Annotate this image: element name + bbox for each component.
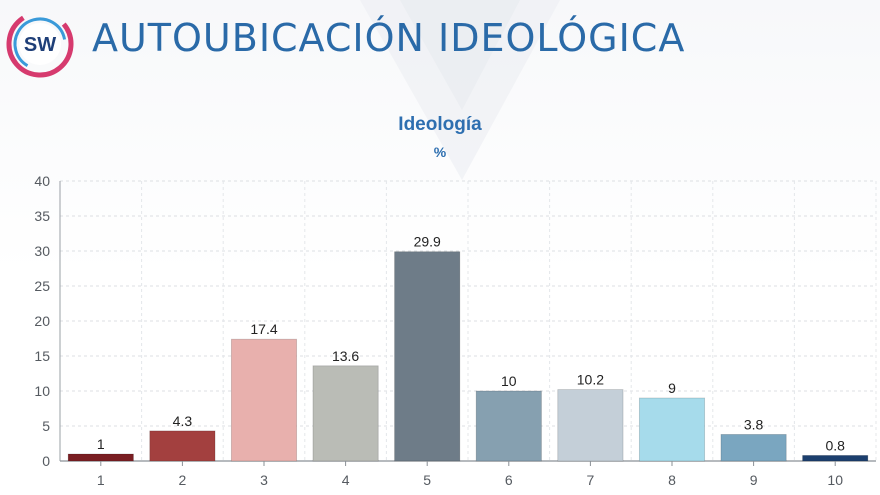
bar bbox=[394, 251, 461, 462]
data-label: 10 bbox=[501, 373, 517, 389]
logo-text: SW bbox=[24, 34, 56, 56]
page-title: AUTOUBICACIÓN IDEOLÓGICA bbox=[92, 16, 686, 60]
x-tick-label: 6 bbox=[505, 472, 513, 488]
y-tick-label: 0 bbox=[42, 453, 50, 469]
bar bbox=[638, 397, 706, 462]
y-tick-label: 5 bbox=[42, 418, 50, 434]
y-tick-label: 35 bbox=[34, 208, 50, 224]
bar bbox=[149, 430, 216, 462]
y-tick-label: 25 bbox=[34, 278, 50, 294]
x-tick-label: 7 bbox=[587, 472, 595, 488]
bar bbox=[720, 433, 787, 462]
y-tick-label: 30 bbox=[34, 243, 50, 259]
y-tick-label: 10 bbox=[34, 383, 50, 399]
data-label: 4.3 bbox=[173, 413, 193, 429]
bar bbox=[67, 453, 134, 462]
x-tick-label: 5 bbox=[423, 472, 431, 488]
data-label: 0.8 bbox=[825, 437, 845, 453]
data-label: 3.8 bbox=[744, 416, 764, 432]
bar bbox=[475, 390, 542, 462]
x-tick-label: 1 bbox=[97, 472, 105, 488]
data-label: 9 bbox=[668, 380, 676, 396]
y-tick-label: 15 bbox=[34, 348, 50, 364]
x-tick-label: 8 bbox=[668, 472, 676, 488]
x-tick-label: 10 bbox=[827, 472, 843, 488]
x-tick-label: 4 bbox=[342, 472, 350, 488]
chart-subtitle: % bbox=[433, 144, 447, 160]
sw-logo: SW bbox=[6, 10, 74, 78]
data-label: 10.2 bbox=[577, 372, 604, 388]
data-label: 13.6 bbox=[332, 348, 359, 364]
x-tick-label: 9 bbox=[750, 472, 758, 488]
bar bbox=[557, 389, 624, 462]
bar bbox=[230, 338, 298, 462]
y-tick-label: 40 bbox=[34, 173, 50, 189]
x-tick-label: 2 bbox=[179, 472, 187, 488]
bar bbox=[802, 454, 869, 462]
bar bbox=[312, 365, 379, 462]
data-label: 29.9 bbox=[414, 234, 441, 250]
chart-title: Ideología bbox=[398, 114, 482, 135]
y-tick-label: 20 bbox=[34, 313, 50, 329]
data-label: 1 bbox=[97, 436, 105, 452]
x-tick-label: 3 bbox=[260, 472, 268, 488]
data-label: 17.4 bbox=[250, 321, 277, 337]
